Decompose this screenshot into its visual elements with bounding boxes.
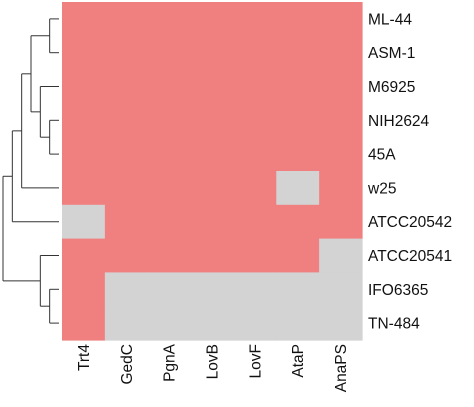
cell-ifo6365-trt4 (62, 272, 106, 307)
cell-atcc20541-pgna (147, 238, 192, 273)
cell-asm-1-anaps (319, 35, 363, 71)
cell-atcc20542-lovf (233, 204, 277, 240)
row-label-atcc20541: ATCC20541 (368, 248, 452, 265)
row-labels: ML-44 ASM-1 M6925 NIH2624 45A w25 ATCC20542 ATC… (367, 11, 452, 332)
cell-asm-1-atap (276, 35, 320, 71)
row-label-nih2624: NIH2624 (368, 113, 430, 130)
cell-ml-44-lovb (190, 2, 235, 37)
cell-m6925-lovb (190, 69, 235, 104)
cell-atcc20541-gedc (104, 238, 149, 273)
row-dendrogram (2, 18, 59, 324)
cell-nih2624-gedc (104, 103, 149, 138)
cell-atcc20541-lovf (233, 238, 277, 273)
cell-ml-44-lovf (233, 2, 277, 37)
cell-atcc20542-anaps (319, 204, 363, 240)
cell-m6925-trt4 (62, 69, 106, 104)
cell-ifo6365-lovf (233, 272, 277, 307)
cell-atcc20541-lovb (190, 238, 235, 273)
row-label-ml-44: ML-44 (368, 11, 412, 28)
cell-tn-484-gedc (104, 306, 149, 341)
cell-nih2624-pgna (147, 103, 192, 138)
cell-tn-484-lovb (190, 306, 235, 341)
cell-m6925-atap (276, 69, 320, 104)
col-label-lovb: LovB (205, 344, 222, 379)
cell-w25-lovb (190, 171, 235, 206)
cell-atcc20541-atap (276, 238, 320, 273)
cell-atcc20542-lovb (190, 204, 235, 240)
cell-ml-44-anaps (319, 2, 363, 37)
cell-nih2624-trt4 (62, 103, 106, 138)
cell-m6925-anaps (319, 69, 363, 104)
row-label-45a: 45A (368, 147, 396, 164)
cell-nih2624-lovf (233, 103, 277, 138)
cell-w25-gedc (104, 171, 149, 206)
cell-w25-pgna (147, 171, 192, 206)
cell-nih2624-atap (276, 103, 320, 138)
cell-nih2624-anaps (319, 103, 363, 138)
cell-w25-atap (276, 171, 320, 206)
cell-atcc20541-anaps (319, 238, 363, 273)
cell-45a-anaps (319, 137, 363, 172)
cell-45a-trt4 (62, 137, 106, 172)
cell-w25-lovf (233, 171, 277, 206)
cell-atcc20542-pgna (147, 204, 192, 240)
row-label-asm-1: ASM-1 (368, 45, 415, 62)
cell-ifo6365-gedc (104, 272, 149, 307)
cell-tn-484-lovf (233, 306, 277, 341)
row-label-tn-484: TN-484 (368, 316, 420, 333)
cell-45a-pgna (147, 137, 192, 172)
cell-m6925-gedc (104, 69, 149, 104)
cell-tn-484-atap (276, 306, 320, 341)
cell-asm-1-gedc (104, 35, 149, 71)
col-label-gedc: GedC (119, 344, 136, 385)
row-label-m6925: M6925 (368, 79, 415, 96)
cell-45a-atap (276, 137, 320, 172)
cell-ifo6365-anaps (319, 272, 363, 307)
col-label-lovf: LovF (247, 344, 264, 378)
cell-asm-1-trt4 (62, 35, 106, 71)
col-label-anaps: AnaPS (333, 344, 350, 392)
row-label-atcc20542: ATCC20542 (368, 214, 452, 231)
cell-nih2624-lovb (190, 103, 235, 138)
cell-ifo6365-atap (276, 272, 320, 307)
row-label-w25: w25 (367, 180, 396, 197)
col-label-atap: AtaP (290, 344, 307, 378)
column-labels: Trt4 GedC PgnA LovB LovF AtaP AnaPS (76, 343, 350, 392)
cell-atcc20541-trt4 (62, 238, 106, 273)
cell-ifo6365-pgna (147, 272, 192, 307)
cell-45a-lovf (233, 137, 277, 172)
cell-tn-484-anaps (319, 306, 363, 341)
col-label-trt4: Trt4 (76, 344, 93, 371)
cell-m6925-lovf (233, 69, 277, 104)
cell-45a-gedc (104, 137, 149, 172)
heatmap-cells (62, 2, 363, 341)
row-label-ifo6365: IFO6365 (368, 282, 428, 299)
cell-m6925-pgna (147, 69, 192, 104)
cell-w25-trt4 (62, 171, 106, 206)
cell-ml-44-trt4 (62, 2, 106, 37)
cell-ml-44-gedc (104, 2, 149, 37)
cell-atcc20542-atap (276, 204, 320, 240)
cell-asm-1-lovf (233, 35, 277, 71)
cell-ml-44-atap (276, 2, 320, 37)
cell-tn-484-trt4 (62, 306, 106, 341)
cell-45a-lovb (190, 137, 235, 172)
cell-ml-44-pgna (147, 2, 192, 37)
cell-atcc20542-trt4 (62, 204, 106, 240)
cell-asm-1-pgna (147, 35, 192, 71)
col-label-pgna: PgnA (162, 343, 179, 382)
cell-w25-anaps (319, 171, 363, 206)
cell-tn-484-pgna (147, 306, 192, 341)
cell-asm-1-lovb (190, 35, 235, 71)
cell-atcc20542-gedc (104, 204, 149, 240)
cell-ifo6365-lovb (190, 272, 235, 307)
